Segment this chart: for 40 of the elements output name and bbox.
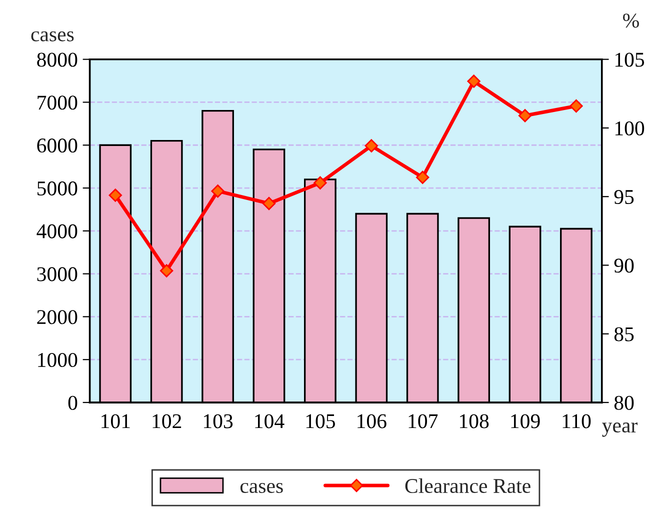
y2-tick-label: 90	[614, 258, 634, 273]
point	[262, 196, 276, 210]
y-tick-label: 7000	[38, 96, 78, 110]
x-tick-label: 109	[511, 414, 540, 428]
point	[108, 188, 122, 202]
x-tick-label: 101	[102, 414, 130, 428]
legend-label: Clearance Rate	[405, 478, 530, 494]
x-tick-label: 106	[358, 414, 386, 428]
point	[314, 176, 327, 190]
y-tick-label: 2000	[37, 310, 78, 324]
point	[416, 170, 430, 184]
y-tick-label: 4000	[36, 224, 78, 238]
x-tick-label: 110	[562, 414, 591, 428]
point	[518, 109, 532, 122]
x-tick-label: 102	[152, 414, 182, 428]
y-tick-label: 0	[68, 396, 78, 410]
x-tick-label: 104	[255, 414, 284, 428]
legend-label: cases	[240, 482, 283, 494]
y2-tick-label: 105	[615, 52, 644, 67]
point	[364, 139, 378, 152]
y2-tick-label: 100	[615, 121, 644, 136]
x-tick-label: 108	[460, 414, 489, 428]
y-tick-label: 5000	[38, 181, 78, 196]
y-tick-label: 6000	[37, 138, 78, 153]
x-tick-label: 105	[306, 414, 336, 428]
y-tick-label: 3000	[37, 267, 78, 282]
y2-tick-label: 95	[614, 190, 634, 204]
x-tick-label: 103	[204, 414, 233, 428]
point	[570, 99, 583, 113]
y-tick-label: 1000	[38, 352, 78, 368]
point	[211, 184, 224, 198]
y2-tick-label: 85	[614, 327, 634, 342]
point	[160, 264, 174, 278]
x-axis-title: year	[602, 422, 638, 437]
y-axis-title: cases	[31, 31, 74, 42]
y2-axis-title: %	[623, 14, 639, 28]
y-tick-label: 8000	[37, 52, 78, 67]
y2-tick-label: 80	[614, 396, 634, 410]
point	[467, 74, 480, 88]
x-tick-label: 107	[408, 414, 438, 428]
